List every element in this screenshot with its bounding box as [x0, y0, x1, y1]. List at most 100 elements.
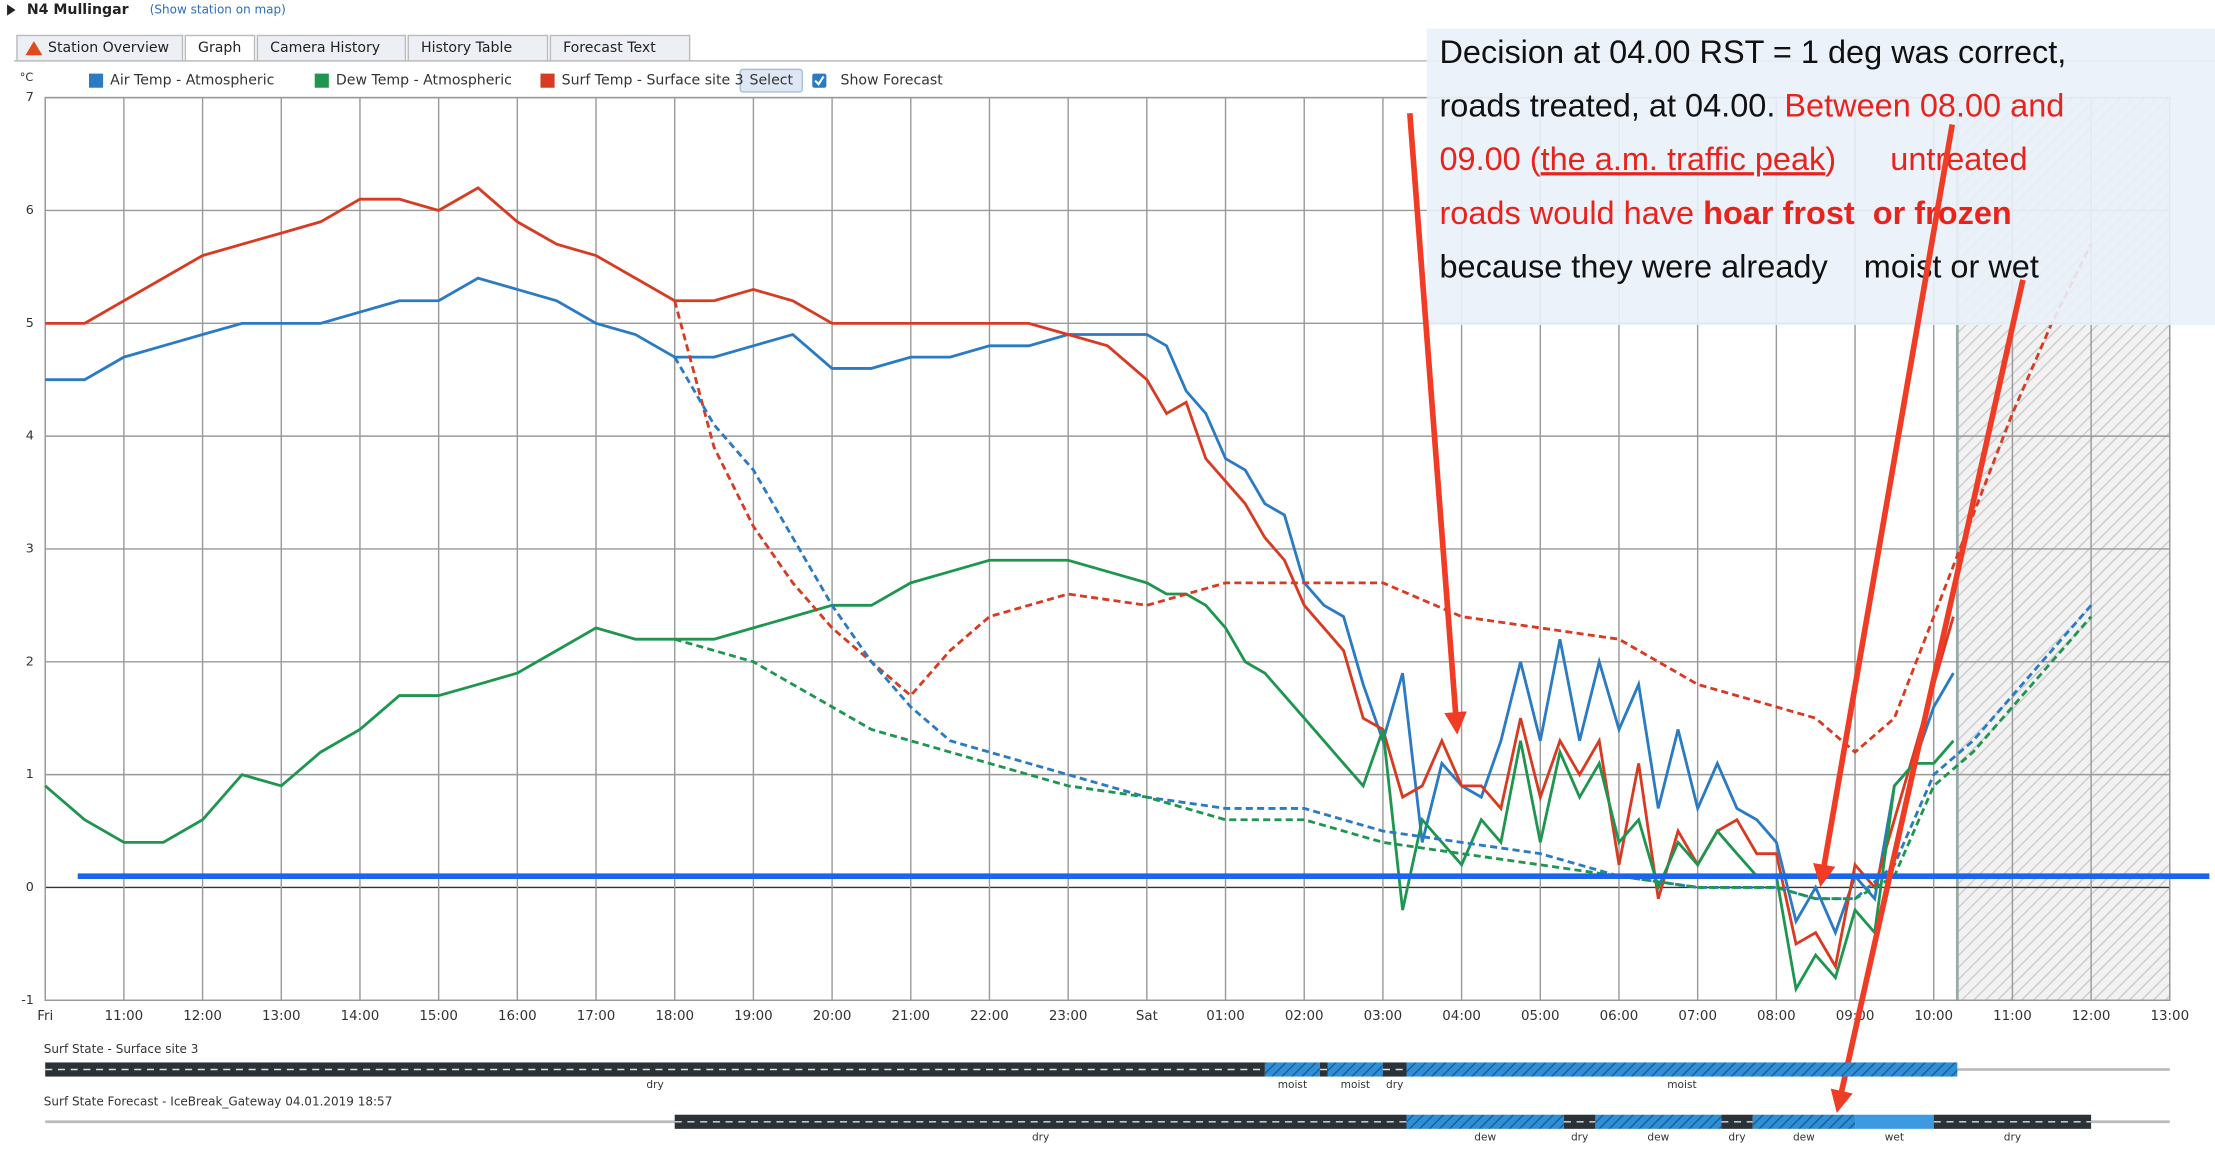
x-tick-label: Fri [37, 1009, 53, 1024]
x-tick-label: 09:00 [1836, 1009, 1875, 1024]
tab-icon [25, 41, 43, 56]
series-line [45, 276, 1955, 937]
tab-label: Graph [198, 40, 241, 56]
x-tick-label: 06:00 [1600, 1009, 1639, 1024]
annotation-box [1426, 28, 2215, 326]
x-tick-label: 01:00 [1206, 1009, 1245, 1024]
state-label: dew [1793, 1131, 1815, 1143]
y-tick-label: 6 [26, 202, 34, 217]
annotation-span: roads treated, at 04.00. [1439, 87, 1784, 123]
annotation-span: 09.00 ( [1439, 141, 1540, 177]
series-line [45, 186, 1955, 971]
map-link[interactable]: (Show station on map) [150, 3, 286, 17]
row-title: Surf State - Surface site 3 [44, 1042, 199, 1056]
annotation-span: Decision at 04.00 RST = 1 deg was correc… [1439, 33, 2066, 69]
x-tick-label: 21:00 [891, 1009, 930, 1024]
legend-swatch [314, 73, 329, 88]
state-segment [674, 1114, 1407, 1129]
tab-label: Station Overview [48, 40, 169, 56]
tab[interactable] [549, 34, 691, 62]
annotation-span: ) untreated [1825, 141, 2027, 177]
arrows [1406, 112, 2026, 1114]
x-tick-label: 20:00 [813, 1009, 852, 1024]
state-segment [1406, 1114, 1564, 1129]
forecast-checkbox[interactable] [812, 73, 827, 88]
tab[interactable] [256, 34, 407, 62]
state-segment [1264, 1062, 1320, 1077]
state-label: dew [1474, 1131, 1496, 1143]
x-tick-label: 11:00 [105, 1009, 144, 1024]
arrow [1406, 112, 1467, 735]
legend-label: Surf Temp - Surface site 3 [562, 73, 744, 89]
y-tick-label: 5 [26, 315, 34, 330]
x-tick-label: 22:00 [970, 1009, 1009, 1024]
tab[interactable] [407, 34, 549, 62]
annotation-span: the a.m. traffic peak [1541, 141, 1826, 177]
legend-label: Dew Temp - Atmospheric [336, 73, 512, 89]
legend-label: Air Temp - Atmospheric [110, 73, 274, 89]
y-unit: °C [20, 71, 34, 84]
annotation-line: roads would have hoar frost or frozen [1439, 194, 2011, 230]
x-tick-label: Sat [1136, 1009, 1158, 1024]
state-label: dry [646, 1079, 663, 1091]
x-tick-label: 10:00 [1914, 1009, 1953, 1024]
x-tick-label: 18:00 [655, 1009, 694, 1024]
annotation-line: because they were already moist or wet [1439, 248, 2038, 284]
forecast-label: Show Forecast [841, 73, 944, 89]
x-tick-label: 08:00 [1757, 1009, 1796, 1024]
annotation-span: roads would have [1439, 194, 1703, 230]
state-label: dry [1571, 1131, 1588, 1143]
x-tick-label: 15:00 [419, 1009, 458, 1024]
x-tick-label: 11:00 [1993, 1009, 2032, 1024]
select-label: Select [750, 73, 794, 89]
expand-icon[interactable] [7, 4, 16, 16]
x-tick-label: 13:00 [262, 1009, 301, 1024]
state-label: moist [1341, 1079, 1370, 1091]
state-segment [1752, 1114, 1856, 1129]
tab-label: Camera History [270, 40, 380, 56]
tab[interactable] [184, 34, 256, 62]
select-button[interactable] [739, 68, 804, 93]
y-tick-label: 3 [26, 540, 34, 555]
legend-swatch [540, 73, 555, 88]
x-tick-label: 02:00 [1285, 1009, 1324, 1024]
x-tick-label: 07:00 [1678, 1009, 1717, 1024]
y-tick-label: 7 [26, 89, 34, 104]
forecast-line [674, 615, 2093, 901]
forecast-line [673, 243, 2093, 754]
tab[interactable] [16, 34, 184, 62]
x-tick-label: 19:00 [734, 1009, 773, 1024]
x-tick-label: 05:00 [1521, 1009, 1560, 1024]
state-label: dew [1647, 1131, 1669, 1143]
state-segment [1382, 1062, 1407, 1077]
annotation-span: Between 08.00 and [1784, 87, 2064, 123]
state-segment [1327, 1062, 1383, 1077]
state-segment [1595, 1114, 1722, 1129]
annotation-span: because they were already moist or wet [1439, 248, 2038, 284]
legend-swatch [88, 73, 104, 88]
state-segment [1855, 1114, 1934, 1129]
x-tick-label: 17:00 [577, 1009, 616, 1024]
state-label: wet [1885, 1131, 1904, 1143]
state-label: dry [2004, 1131, 2021, 1143]
x-tick-label: 04:00 [1442, 1009, 1481, 1024]
state-label: moist [1667, 1079, 1696, 1091]
x-tick-label: 12:00 [2072, 1009, 2111, 1024]
arrow [1813, 123, 1956, 888]
forecast-line [673, 356, 2093, 901]
x-tick-label: 12:00 [183, 1009, 222, 1024]
x-tick-label: 13:00 [2150, 1009, 2189, 1024]
state-label: dry [1386, 1079, 1403, 1091]
checkmark [814, 75, 825, 86]
state-label: moist [1278, 1079, 1307, 1091]
arrow [1830, 279, 2026, 1114]
x-tick-label: 14:00 [341, 1009, 380, 1024]
row-title: Surf State Forecast - IceBreak_Gateway 0… [44, 1094, 393, 1108]
y-tick-label: 0 [26, 879, 34, 894]
x-tick-label: 23:00 [1049, 1009, 1088, 1024]
tab-label: Forecast Text [563, 40, 656, 56]
x-tick-label: 16:00 [498, 1009, 537, 1024]
y-tick-label: 2 [26, 653, 34, 668]
y-tick-label: 4 [26, 428, 34, 443]
